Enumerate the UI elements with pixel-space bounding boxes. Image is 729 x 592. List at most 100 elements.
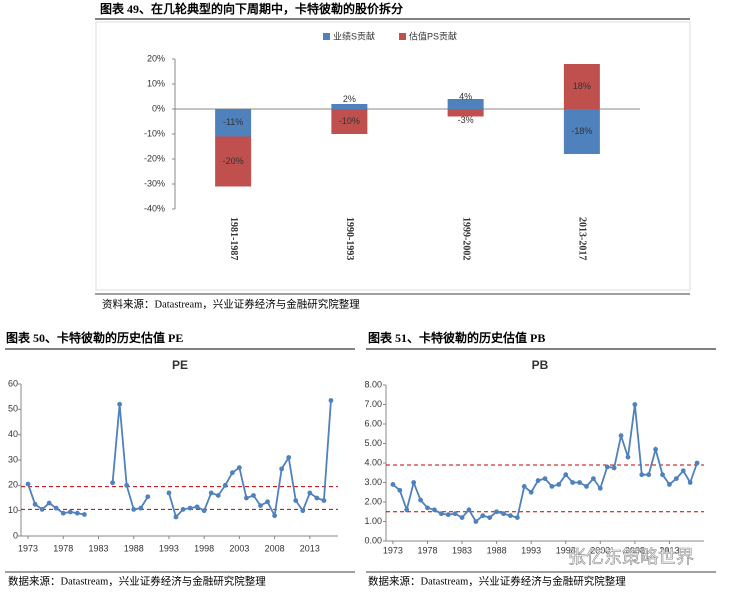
point bbox=[25, 481, 31, 487]
source: 资料来源：Datastream，兴业证券经济与金融研究院整理 bbox=[102, 297, 360, 310]
point bbox=[272, 513, 277, 519]
y-tick-label: -20% bbox=[144, 153, 165, 163]
point bbox=[166, 490, 172, 496]
point bbox=[74, 510, 80, 516]
point bbox=[570, 480, 576, 485]
y-tick-label: 3.00 bbox=[364, 477, 382, 487]
bar bbox=[563, 64, 600, 109]
x-tick-label: 1981-1987 bbox=[228, 217, 239, 260]
point bbox=[687, 480, 693, 485]
x-tick-label: 1978 bbox=[53, 543, 73, 553]
point bbox=[466, 507, 472, 513]
x-tick-label: 1993 bbox=[521, 545, 541, 555]
point bbox=[390, 482, 396, 487]
point bbox=[187, 505, 193, 511]
point bbox=[639, 472, 645, 478]
point bbox=[445, 512, 451, 518]
point bbox=[251, 493, 256, 498]
point bbox=[680, 468, 686, 474]
y-tick-label: 5.00 bbox=[364, 438, 382, 448]
x-tick-label: 2003 bbox=[590, 545, 610, 555]
point bbox=[673, 476, 679, 481]
point bbox=[535, 478, 541, 483]
x-tick-label: 1998 bbox=[556, 545, 576, 555]
x-tick-label: 1990-1993 bbox=[344, 217, 355, 260]
legend-label: 业绩S贡献 bbox=[333, 30, 375, 41]
x-tick-label: 1988 bbox=[124, 543, 144, 553]
point bbox=[452, 511, 458, 517]
bar bbox=[331, 109, 368, 134]
x-tick-label: 2003 bbox=[229, 543, 249, 553]
bar bbox=[331, 104, 368, 109]
y-tick-label: 2.00 bbox=[364, 496, 382, 506]
y-tick-label: -30% bbox=[144, 178, 165, 188]
point bbox=[265, 499, 270, 505]
line bbox=[392, 404, 698, 523]
point bbox=[173, 514, 179, 520]
point bbox=[473, 519, 479, 524]
data-label: -11% bbox=[223, 117, 243, 127]
point bbox=[418, 497, 423, 503]
point bbox=[431, 507, 437, 513]
bar bbox=[447, 109, 484, 117]
y-tick-label: 7.00 bbox=[364, 399, 382, 409]
point bbox=[694, 460, 700, 466]
point bbox=[646, 472, 652, 478]
caption: 图表 49、在几轮典型的向下周期中，卡特彼勒的股价拆分 bbox=[100, 1, 403, 16]
point bbox=[625, 454, 631, 460]
point bbox=[258, 503, 263, 508]
y-tick-label: 1.00 bbox=[364, 516, 382, 526]
point bbox=[201, 508, 207, 514]
point bbox=[82, 512, 87, 517]
point bbox=[194, 504, 200, 510]
point bbox=[549, 484, 555, 489]
point bbox=[618, 433, 624, 439]
point bbox=[180, 507, 186, 512]
point bbox=[494, 509, 500, 515]
point bbox=[53, 505, 59, 511]
watermark: 张亿东策略世界 bbox=[568, 547, 694, 567]
y-tick-label: 10% bbox=[147, 78, 165, 88]
point bbox=[46, 500, 52, 506]
y-tick-label: 30 bbox=[8, 454, 18, 464]
chart-title: PB bbox=[532, 358, 549, 372]
y-tick-label: 10 bbox=[8, 505, 18, 515]
point bbox=[487, 515, 493, 520]
point bbox=[60, 510, 66, 516]
point bbox=[563, 472, 569, 478]
point bbox=[501, 511, 506, 517]
point bbox=[459, 515, 465, 520]
source: 数据来源：Datastream，兴业证券经济与金融研究院整理 bbox=[368, 574, 626, 587]
y-tick-label: -40% bbox=[144, 203, 165, 213]
point bbox=[244, 495, 249, 501]
y-tick-label: 40 bbox=[8, 429, 18, 439]
x-tick-label: 1973 bbox=[18, 543, 38, 553]
point bbox=[425, 505, 430, 511]
legend-label: 估值PS贡献 bbox=[409, 30, 457, 41]
x-tick-label: 1988 bbox=[487, 545, 507, 555]
caption: 图表 51、卡特彼勒的历史估值 PB bbox=[368, 330, 545, 345]
legend-swatch bbox=[399, 33, 406, 40]
x-tick-label: 2013 bbox=[300, 543, 320, 553]
point bbox=[611, 465, 617, 471]
point bbox=[508, 513, 513, 519]
point bbox=[653, 446, 659, 452]
point bbox=[480, 513, 486, 519]
y-tick-label: 20% bbox=[147, 53, 165, 63]
point bbox=[667, 482, 672, 487]
x-tick-label: 1993 bbox=[159, 543, 179, 553]
y-tick-label: 60 bbox=[8, 378, 18, 388]
line bbox=[27, 400, 332, 519]
point bbox=[597, 485, 603, 491]
point bbox=[438, 511, 444, 517]
point bbox=[307, 490, 313, 496]
y-tick-label: -10% bbox=[144, 128, 165, 138]
point bbox=[542, 476, 548, 481]
point bbox=[404, 507, 410, 513]
data-label: -10% bbox=[339, 116, 360, 126]
caption: 图表 50、卡特彼勒的历史估值 PE bbox=[6, 330, 183, 345]
point bbox=[314, 495, 320, 501]
y-tick-label: 4.00 bbox=[364, 457, 382, 467]
point bbox=[514, 515, 520, 520]
